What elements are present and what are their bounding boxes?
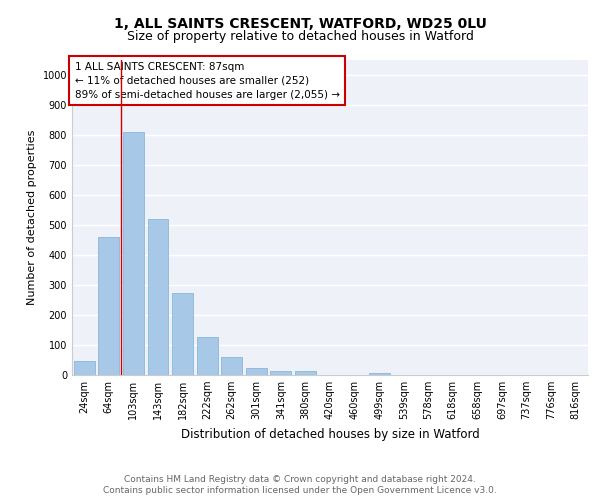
X-axis label: Distribution of detached houses by size in Watford: Distribution of detached houses by size … xyxy=(181,428,479,440)
Text: 1, ALL SAINTS CRESCENT, WATFORD, WD25 0LU: 1, ALL SAINTS CRESCENT, WATFORD, WD25 0L… xyxy=(113,18,487,32)
Bar xyxy=(123,132,144,375)
Bar xyxy=(74,361,95,375)
Bar xyxy=(246,368,267,375)
Bar xyxy=(148,219,169,375)
Text: Size of property relative to detached houses in Watford: Size of property relative to detached ho… xyxy=(127,30,473,43)
Bar xyxy=(271,372,292,375)
Text: 1 ALL SAINTS CRESCENT: 87sqm
← 11% of detached houses are smaller (252)
89% of s: 1 ALL SAINTS CRESCENT: 87sqm ← 11% of de… xyxy=(74,62,340,100)
Text: Contains public sector information licensed under the Open Government Licence v3: Contains public sector information licen… xyxy=(103,486,497,495)
Bar xyxy=(197,336,218,375)
Text: Contains HM Land Registry data © Crown copyright and database right 2024.: Contains HM Land Registry data © Crown c… xyxy=(124,475,476,484)
Bar xyxy=(368,372,389,375)
Bar xyxy=(98,237,119,375)
Bar xyxy=(221,357,242,375)
Y-axis label: Number of detached properties: Number of detached properties xyxy=(27,130,37,305)
Bar xyxy=(295,372,316,375)
Bar xyxy=(172,292,193,375)
